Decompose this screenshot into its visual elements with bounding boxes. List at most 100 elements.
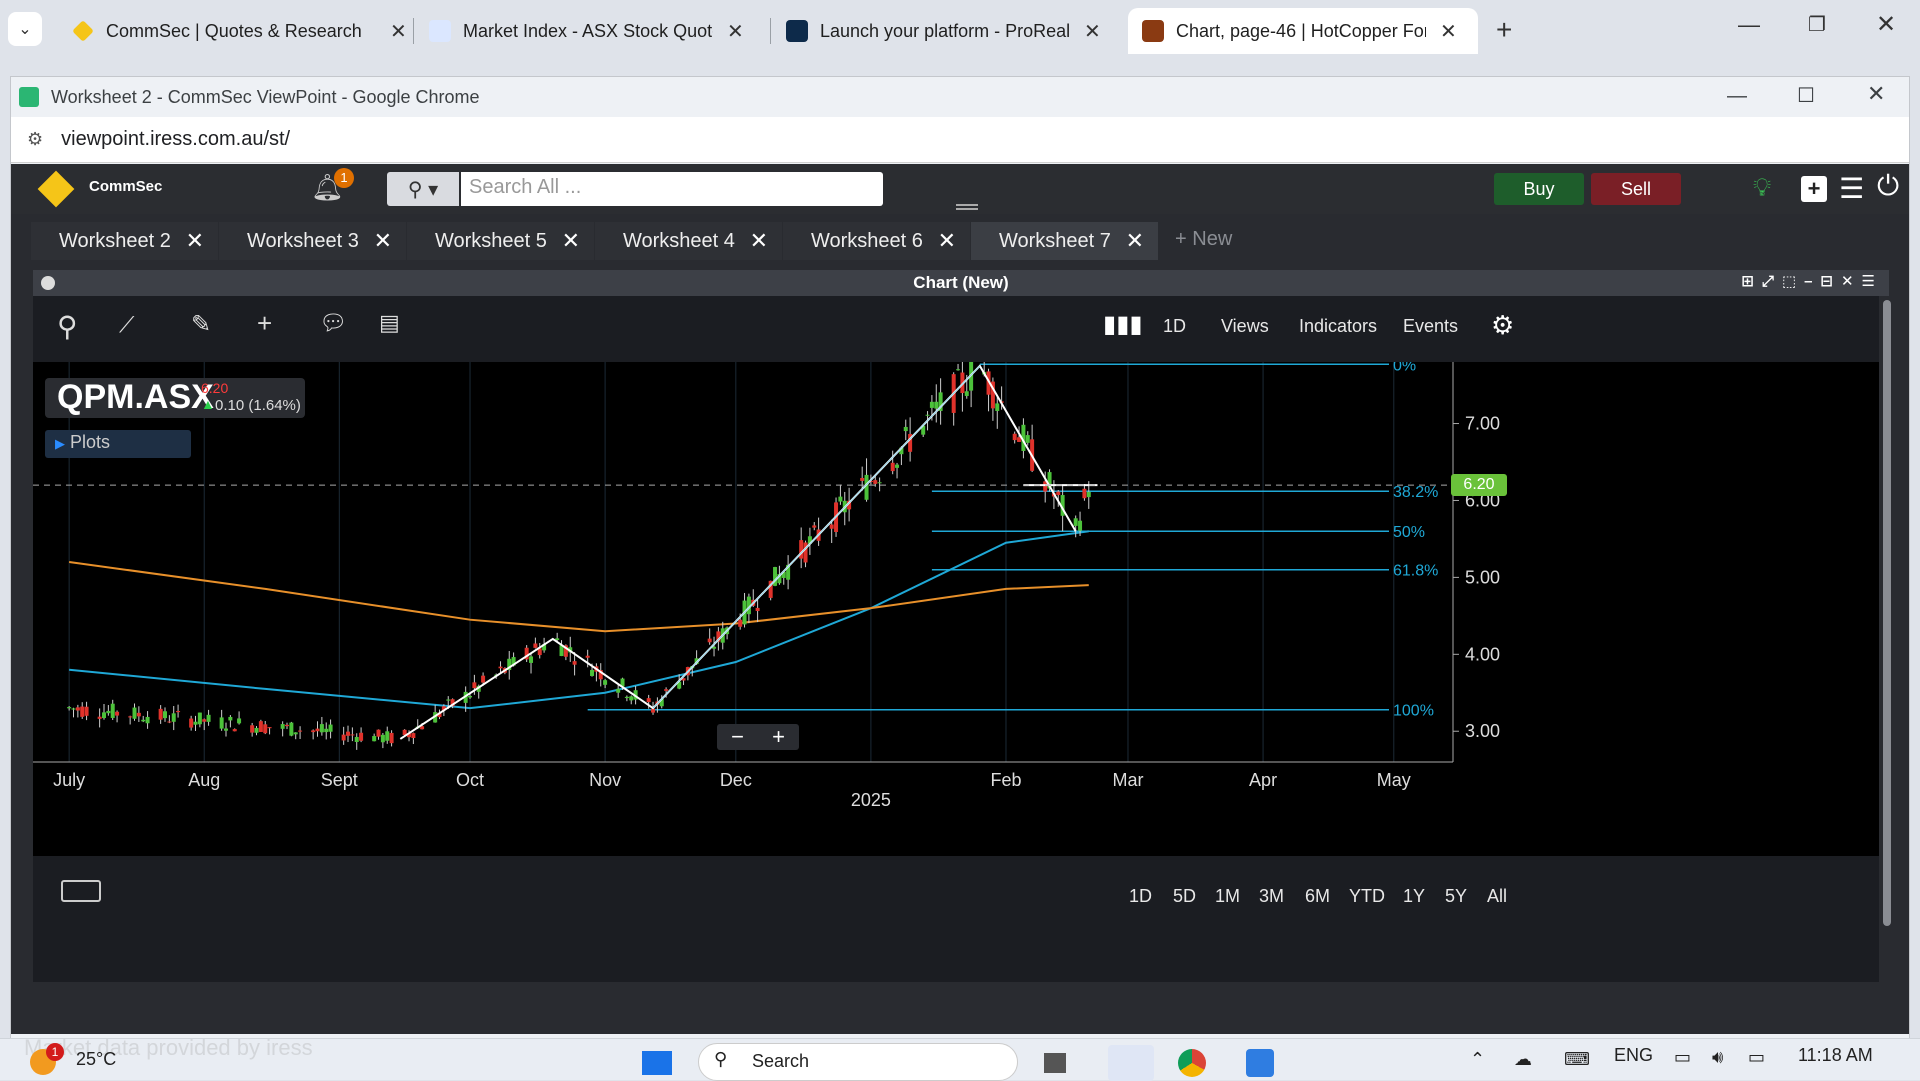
- candle-body: [376, 729, 381, 737]
- interval-dropdown[interactable]: 1D: [1163, 316, 1187, 336]
- range-1y[interactable]: 1Y: [1403, 886, 1426, 906]
- windows-start-icon[interactable]: [642, 1051, 672, 1075]
- file-explorer-icon[interactable]: [1044, 1053, 1066, 1073]
- comment-icon[interactable]: 💬︎: [319, 310, 347, 335]
- search-icon[interactable]: ⚲: [57, 311, 78, 342]
- y-tick-label: 4.00: [1465, 644, 1500, 664]
- close-icon[interactable]: ✕: [727, 20, 744, 43]
- candle-body: [507, 658, 512, 671]
- range-5y[interactable]: 5Y: [1445, 886, 1468, 906]
- maximize-button[interactable]: ☐: [1797, 85, 1815, 107]
- worksheet-tab-7[interactable]: Worksheet 7 ✕: [971, 222, 1158, 260]
- power-icon[interactable]: ⏻: [1877, 170, 1900, 201]
- crosshair-icon[interactable]: +: [257, 308, 273, 338]
- worksheet-tab-5[interactable]: Worksheet 5 ✕: [407, 222, 594, 260]
- close-tab-icon[interactable]: ✕: [561, 228, 580, 253]
- range-6m[interactable]: 6M: [1305, 886, 1331, 906]
- vertical-scrollbar[interactable]: [1883, 300, 1891, 926]
- add-panel-icon[interactable]: +: [1801, 176, 1827, 202]
- network-icon[interactable]: ▭: [1674, 1047, 1692, 1067]
- x-tick-label: Feb: [990, 770, 1021, 790]
- volume-icon[interactable]: 🔊︎: [1712, 1047, 1724, 1067]
- new-tab-button[interactable]: +: [1496, 14, 1513, 45]
- candle-body: [838, 496, 843, 502]
- range-all[interactable]: All: [1487, 886, 1508, 906]
- triangle-right-icon: ▶: [55, 436, 65, 451]
- tab-search-button[interactable]: ⌄: [8, 12, 42, 46]
- browser-tab-marketindex[interactable]: Market Index - ASX Stock Quote ✕: [415, 8, 758, 54]
- new-worksheet-button[interactable]: + New: [1175, 228, 1233, 250]
- views-dropdown[interactable]: Views: [1221, 316, 1269, 336]
- chevron-up-icon[interactable]: ⌃: [1470, 1049, 1486, 1069]
- candlestick-type-icon[interactable]: ▮▮▮: [1103, 311, 1143, 338]
- browser-tab-prorealtime[interactable]: Launch your platform - ProReal ✕: [772, 8, 1115, 54]
- worksheet-tab-4[interactable]: Worksheet 4 ✕: [595, 222, 782, 260]
- chart-footer: 1D 5D 1M 3M 6M YTD 1Y 5Y All: [33, 856, 1879, 982]
- paint-icon[interactable]: [1246, 1049, 1274, 1077]
- range-5d[interactable]: 5D: [1173, 886, 1197, 906]
- settings-gear-icon[interactable]: ⚙: [1491, 310, 1515, 340]
- candle-body: [603, 680, 608, 685]
- notification-badge: 1: [334, 168, 354, 188]
- browser-tab-hotcopper[interactable]: Chart, page-46 | HotCopper For ✕: [1128, 8, 1478, 54]
- close-icon[interactable]: ✕: [1440, 20, 1457, 43]
- search-input[interactable]: Search All ...: [461, 172, 883, 206]
- chrome-icon[interactable]: [1178, 1049, 1206, 1077]
- pencil-icon[interactable]: ✎: [191, 311, 212, 338]
- restore-button[interactable]: ❐: [1808, 14, 1826, 36]
- browser-tab-commsec[interactable]: CommSec | Quotes & Research ✕: [58, 8, 421, 54]
- worksheet-tab-2[interactable]: Worksheet 2 ✕: [31, 222, 218, 260]
- menu-icon[interactable]: ☰: [1839, 173, 1865, 204]
- battery-icon[interactable]: ▭: [1748, 1047, 1766, 1067]
- candle-body: [829, 524, 834, 529]
- panel-controls[interactable]: ⊞⤢⬚–⊟✕☰: [1741, 273, 1883, 290]
- snipping-tool-icon[interactable]: [1108, 1045, 1154, 1081]
- range-1d[interactable]: 1D: [1129, 886, 1153, 906]
- close-tab-icon[interactable]: ✕: [1125, 228, 1144, 253]
- table-icon[interactable]: ▤: [379, 310, 400, 335]
- clock-time[interactable]: 11:18 AM: [1798, 1045, 1873, 1065]
- close-window-button[interactable]: ✕: [1876, 11, 1897, 38]
- events-dropdown[interactable]: Events: [1403, 316, 1459, 336]
- drag-handle[interactable]: [956, 204, 978, 210]
- close-tab-icon[interactable]: ✕: [185, 228, 204, 253]
- cloud-icon[interactable]: ☁: [1514, 1049, 1532, 1069]
- close-tab-icon[interactable]: ✕: [749, 228, 768, 253]
- keyboard-icon[interactable]: [61, 880, 101, 902]
- candle-body: [572, 661, 577, 665]
- range-ytd[interactable]: YTD: [1349, 886, 1385, 906]
- trendline-icon[interactable]: ⟋: [119, 312, 135, 337]
- candle-body: [254, 727, 259, 733]
- range-1m[interactable]: 1M: [1215, 886, 1241, 906]
- worksheet-tab-6[interactable]: Worksheet 6 ✕: [783, 222, 970, 260]
- lightbulb-icon[interactable]: 💡︎: [1753, 172, 1772, 202]
- plots-toggle[interactable]: ▶ Plots: [45, 430, 191, 458]
- address-bar[interactable]: ⚙ viewpoint.iress.com.au/st/: [11, 117, 1909, 163]
- sell-button[interactable]: Sell: [1591, 173, 1681, 205]
- candle-body: [446, 699, 451, 701]
- buy-button[interactable]: Buy: [1494, 173, 1584, 205]
- candle-body: [664, 689, 669, 691]
- search-type-button[interactable]: ⚲ ▾: [387, 172, 459, 206]
- taskbar-search[interactable]: [698, 1043, 1018, 1081]
- site-settings-icon[interactable]: ⚙: [27, 129, 44, 149]
- close-icon[interactable]: ✕: [1084, 20, 1101, 43]
- close-window-button[interactable]: ✕: [1867, 81, 1886, 106]
- symbol-box[interactable]: QPM.ASX 6.20 ▲ 0.10 (1.64%): [45, 378, 305, 418]
- close-icon[interactable]: ✕: [390, 20, 407, 43]
- minimize-button[interactable]: —: [1738, 12, 1760, 37]
- candle-body: [324, 728, 329, 733]
- candle-body: [681, 678, 686, 681]
- close-tab-icon[interactable]: ✕: [373, 228, 392, 253]
- language-indicator[interactable]: ENG: [1614, 1045, 1654, 1065]
- close-tab-icon[interactable]: ✕: [937, 228, 956, 253]
- candle-body: [463, 691, 468, 703]
- zoom-out-button[interactable]: −: [731, 724, 744, 749]
- price-chart[interactable]: 0%38.2%50%61.8%100% 3.004.005.006.007.00…: [33, 362, 1879, 856]
- keyboard-icon[interactable]: ⌨: [1564, 1049, 1590, 1069]
- minimize-button[interactable]: —: [1727, 85, 1747, 107]
- worksheet-tab-3[interactable]: Worksheet 3 ✕: [219, 222, 406, 260]
- range-3m[interactable]: 3M: [1259, 886, 1285, 906]
- indicators-dropdown[interactable]: Indicators: [1299, 316, 1378, 336]
- zoom-in-button[interactable]: +: [772, 724, 785, 749]
